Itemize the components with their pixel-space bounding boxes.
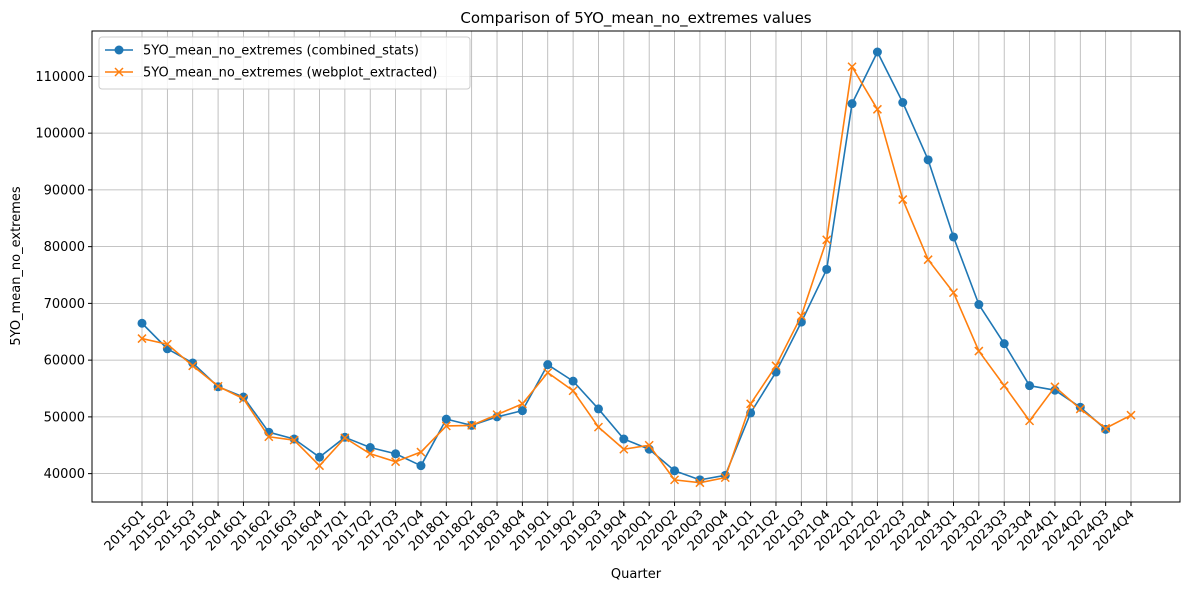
data-point bbox=[213, 381, 223, 391]
data-point bbox=[644, 440, 654, 450]
data-point bbox=[264, 432, 274, 442]
y-axis: 40000 50000 60000 70000 80000 90000 100000 1100… bbox=[35, 70, 92, 482]
legend-item: 5YO_mean_no_extremes (webplot_extracted) bbox=[105, 66, 437, 81]
data-point bbox=[543, 368, 553, 378]
data-point bbox=[391, 457, 401, 467]
data-point bbox=[898, 195, 908, 205]
data-point bbox=[923, 155, 933, 165]
data-point bbox=[593, 404, 603, 414]
data-point bbox=[872, 104, 882, 114]
data-point bbox=[137, 334, 147, 344]
data-point bbox=[974, 346, 984, 356]
y-tick-label: 70000 bbox=[44, 297, 85, 312]
data-point bbox=[796, 311, 806, 321]
data-point bbox=[822, 264, 832, 274]
data-point bbox=[948, 232, 958, 242]
series-2 bbox=[137, 62, 1136, 488]
data-point bbox=[847, 62, 857, 72]
data-point bbox=[948, 288, 959, 298]
data-point bbox=[315, 452, 325, 462]
data-point bbox=[365, 449, 375, 459]
data-point bbox=[416, 447, 426, 457]
data-point bbox=[872, 47, 882, 57]
data-point bbox=[1025, 381, 1035, 391]
data-point bbox=[162, 344, 172, 354]
data-point bbox=[974, 300, 984, 310]
series-layer bbox=[137, 47, 1136, 488]
data-point bbox=[999, 381, 1009, 391]
legend-item: 5YO_mean_no_extremes (combined_stats) bbox=[105, 44, 419, 59]
data-point bbox=[517, 406, 527, 416]
grid bbox=[92, 31, 1180, 502]
data-point bbox=[1101, 423, 1111, 433]
x-axis: 2015Q12015Q22015Q32015Q42016Q12016Q22016… bbox=[102, 502, 1138, 554]
data-point bbox=[1075, 402, 1085, 412]
data-point bbox=[492, 412, 502, 422]
y-tick-label: 40000 bbox=[44, 467, 85, 482]
data-point bbox=[467, 420, 477, 430]
y-axis-title: 5YO_mean_no_extremes bbox=[9, 186, 24, 346]
chart-title: Comparison of 5YO_mean_no_extremes value… bbox=[460, 9, 811, 28]
data-point bbox=[441, 414, 451, 424]
series-line bbox=[141, 65, 1132, 484]
y-tick-label: 50000 bbox=[44, 410, 85, 425]
data-point bbox=[1025, 416, 1035, 426]
data-point bbox=[670, 475, 680, 485]
data-point bbox=[720, 473, 730, 483]
data-point bbox=[999, 339, 1009, 349]
data-point bbox=[1050, 382, 1060, 392]
data-point bbox=[137, 318, 147, 328]
data-point bbox=[391, 449, 401, 459]
legend: 5YO_mean_no_extremes (combined_stats) 5YO… bbox=[98, 36, 471, 90]
data-point bbox=[746, 399, 756, 409]
data-point bbox=[365, 443, 375, 453]
series-1 bbox=[137, 47, 1111, 485]
x-axis-title: Quarter bbox=[611, 567, 662, 582]
data-point bbox=[238, 392, 248, 402]
data-point bbox=[238, 394, 248, 404]
plot-frame bbox=[91, 30, 1181, 503]
data-point bbox=[568, 386, 578, 396]
data-point bbox=[898, 98, 908, 108]
data-point bbox=[593, 422, 603, 432]
legend-label: 5YO_mean_no_extremes (combined_stats) bbox=[143, 44, 419, 59]
data-point bbox=[188, 358, 198, 368]
data-point bbox=[314, 461, 325, 471]
data-point bbox=[1126, 410, 1136, 420]
data-point bbox=[492, 410, 502, 420]
data-point bbox=[847, 99, 857, 109]
data-point bbox=[162, 339, 172, 349]
data-point bbox=[340, 433, 350, 443]
data-point bbox=[568, 376, 578, 386]
data-point bbox=[619, 434, 629, 444]
data-point bbox=[771, 361, 781, 371]
legend-box bbox=[98, 36, 471, 90]
data-point bbox=[416, 461, 426, 471]
data-point bbox=[289, 435, 299, 445]
data-point bbox=[822, 235, 832, 245]
data-point bbox=[289, 434, 299, 444]
legend-marker bbox=[114, 45, 124, 55]
y-tick-label: 90000 bbox=[44, 183, 85, 198]
legend-label: 5YO_mean_no_extremes (webplot_extracted) bbox=[143, 66, 437, 81]
y-tick-label: 60000 bbox=[44, 354, 85, 369]
data-point bbox=[670, 466, 680, 476]
y-tick-label: 100000 bbox=[35, 127, 85, 142]
y-tick-label: 110000 bbox=[35, 70, 85, 85]
data-point bbox=[188, 361, 198, 371]
legend-marker bbox=[114, 67, 124, 77]
data-point bbox=[619, 444, 629, 454]
data-point bbox=[923, 255, 933, 265]
y-tick-label: 80000 bbox=[44, 240, 85, 255]
data-point bbox=[695, 478, 705, 488]
data-point bbox=[1075, 404, 1085, 414]
data-point bbox=[517, 399, 527, 409]
data-point bbox=[441, 421, 451, 431]
data-point bbox=[543, 360, 553, 370]
